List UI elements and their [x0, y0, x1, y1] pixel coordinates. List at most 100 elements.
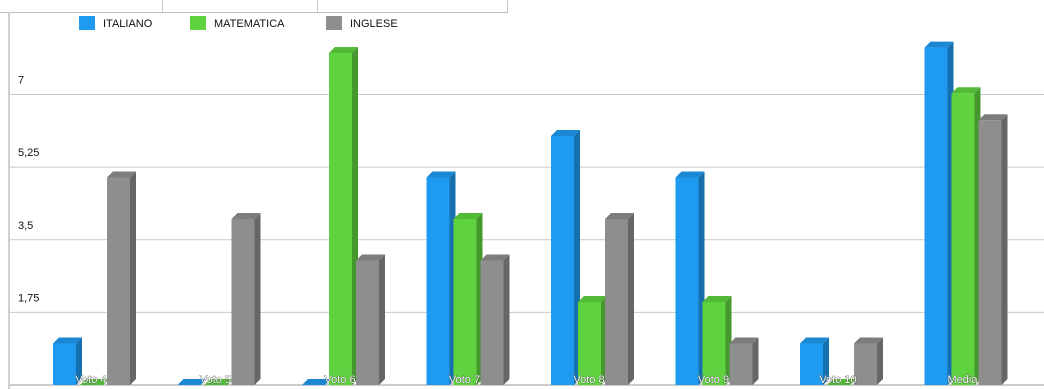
- x-tick-label: Voto 7: [449, 374, 480, 386]
- spreadsheet-cell[interactable]: [10, 0, 163, 12]
- bar-side: [823, 337, 829, 385]
- bar-top: [80, 379, 109, 385]
- bar-inglese-2: [231, 213, 261, 385]
- bar-side: [130, 171, 136, 385]
- bar-front: [551, 136, 574, 385]
- bar-italiano-1: [53, 337, 82, 385]
- spreadsheet-cell[interactable]: [163, 0, 318, 12]
- bar-top: [177, 379, 207, 385]
- bar-top: [675, 171, 705, 178]
- y-tick-label: 5,25: [18, 147, 39, 159]
- bar-side: [877, 337, 883, 385]
- bar-italiano-2: [177, 379, 207, 385]
- bar-front: [800, 343, 823, 385]
- bar-top: [551, 130, 580, 136]
- bar-top: [729, 337, 759, 344]
- bar-front: [53, 343, 76, 385]
- legend-label: MATEMATICA: [214, 18, 285, 30]
- bar-top: [329, 47, 358, 53]
- bar-matematica-5: [578, 296, 607, 385]
- y-tick-label: 3,5: [18, 220, 33, 232]
- chart-grid: [10, 94, 1044, 386]
- bar-top: [480, 254, 510, 261]
- bar-inglese-1: [107, 171, 136, 385]
- chart-bars: [53, 41, 1008, 385]
- bar-italiano-8: [924, 41, 954, 385]
- bar-side: [254, 213, 261, 385]
- bar-front: [480, 260, 504, 385]
- bar-inglese-4: [480, 254, 510, 385]
- bar-matematica-7: [827, 379, 856, 385]
- bar-italiano-7: [800, 337, 829, 385]
- legend-label: ITALIANO: [103, 18, 153, 30]
- bar-top: [356, 254, 385, 261]
- bar-matematica-4: [453, 213, 483, 385]
- sheet-left-border: [8, 12, 10, 389]
- spreadsheet-cell[interactable]: [318, 0, 508, 12]
- y-axis-ticks: 1,75 3,5 5,25 7: [18, 75, 39, 305]
- bar-italiano-5: [551, 130, 580, 385]
- bar-front: [107, 177, 130, 385]
- bar-side: [503, 254, 510, 385]
- bar-front: [675, 177, 699, 385]
- bar-top: [204, 379, 234, 385]
- bar-inglese-8: [978, 114, 1008, 385]
- bar-top: [924, 41, 954, 48]
- bar-italiano-6: [675, 171, 705, 385]
- bar-matematica-2: [204, 379, 234, 385]
- bar-top: [426, 171, 456, 178]
- y-tick-label: 1,75: [18, 292, 39, 304]
- bar-inglese-3: [356, 254, 385, 385]
- bar-matematica-1: [80, 379, 109, 385]
- bar-top: [800, 337, 829, 344]
- bar-front: [356, 260, 379, 385]
- bar-front: [924, 47, 948, 385]
- bar-front: [578, 302, 601, 385]
- x-tick-label: Voto 8: [573, 374, 604, 386]
- bar-side: [76, 337, 82, 385]
- y-tick-label: 7: [18, 75, 24, 87]
- bar-top: [605, 213, 634, 219]
- x-tick-label: Voto 5: [200, 374, 231, 386]
- spreadsheet-header-strip: [0, 0, 508, 13]
- bar-top: [578, 296, 607, 302]
- bar-top: [453, 213, 483, 219]
- bar-side: [1001, 114, 1008, 385]
- bar-front: [951, 93, 975, 385]
- bar-front: [605, 219, 628, 385]
- bar-italiano-4: [426, 171, 456, 385]
- bar-front: [329, 53, 352, 385]
- bar-front: [729, 343, 753, 385]
- x-tick-label: Voto 9: [698, 374, 729, 386]
- bar-top: [854, 337, 883, 344]
- bar-front: [854, 343, 877, 385]
- bar-front: [426, 177, 450, 385]
- legend-swatch: [326, 16, 342, 30]
- bar-inglese-6: [729, 337, 759, 385]
- bar-front: [702, 302, 726, 385]
- bar-top: [231, 213, 261, 219]
- bar-matematica-6: [702, 296, 732, 385]
- legend-item-italiano: ITALIANO: [79, 16, 153, 30]
- x-axis-ticks: Voto 4 Voto 5 Voto 6 Voto 7 Voto 8 Voto 9 Voto…: [75, 374, 979, 387]
- bar-matematica-8: [951, 87, 981, 385]
- bar-top: [107, 171, 136, 178]
- legend-label: INGLESE: [350, 18, 398, 30]
- bar-top: [951, 87, 981, 94]
- bar-top: [827, 379, 856, 385]
- bar-top: [978, 114, 1008, 121]
- legend-item-matematica: MATEMATICA: [190, 16, 285, 30]
- legend-swatch: [79, 16, 95, 30]
- legend-item-inglese: INGLESE: [326, 16, 398, 30]
- bar-front: [978, 120, 1002, 385]
- legend-swatch: [190, 16, 206, 30]
- bar-front: [453, 219, 477, 385]
- bar-side: [379, 254, 385, 385]
- bar-top: [702, 296, 732, 302]
- bar-front: [231, 219, 255, 385]
- bar-side: [628, 213, 634, 385]
- bar-matematica-3: [329, 47, 358, 385]
- x-tick-label: Media: [948, 374, 979, 386]
- bar-top: [302, 379, 331, 385]
